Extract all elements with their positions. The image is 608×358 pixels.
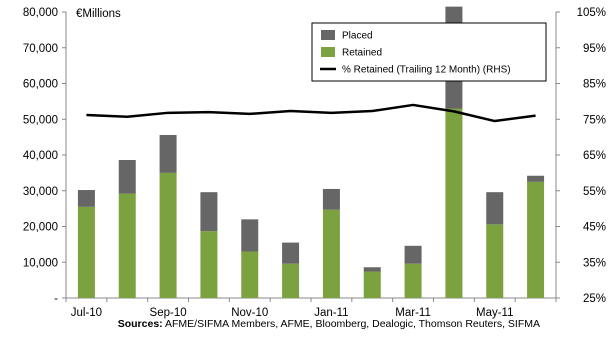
legend-swatch [321, 47, 335, 57]
source-label: Sources: [117, 318, 163, 330]
y-tick-label: 40,000 [23, 150, 58, 162]
source-text: AFME/SIFMA Members, AFME, Bloomberg, Dea… [162, 318, 540, 330]
bars [77, 6, 545, 299]
legend: Placed Retained % Retained (Trailing 12 Mo… [311, 22, 547, 82]
x-tick-label: Nov-10 [231, 307, 268, 319]
y-tick-label: 20,000 [23, 222, 58, 234]
bar-placed [527, 175, 545, 182]
x-tick-label: Sep-10 [150, 307, 187, 319]
bar-placed [241, 219, 259, 252]
y-tick-label: 30,000 [23, 186, 58, 198]
legend-box [311, 22, 547, 82]
x-tick-label: May-11 [476, 307, 514, 319]
legend-entry: % Retained (Trailing 12 Month) (RHS) [342, 65, 511, 76]
bar-placed [77, 190, 95, 207]
x-tick-label: Jul-10 [71, 307, 102, 319]
bar-retained [282, 263, 300, 298]
bar-retained [527, 181, 545, 298]
bar-retained [159, 172, 177, 298]
y2-tick-label: 75% [583, 114, 606, 126]
bar-placed [118, 160, 136, 194]
source-note: Sources: AFME/SIFMA Members, AFME, Bloom… [40, 318, 540, 331]
line-retained-pct [86, 103, 536, 123]
bar-retained [445, 108, 463, 299]
x-tick-label: Mar-11 [395, 307, 431, 319]
bar-placed [486, 192, 504, 225]
bar-placed [159, 134, 177, 173]
bar-retained [322, 209, 340, 298]
bar-retained [118, 193, 136, 298]
y2-tick-label: 55% [583, 186, 606, 198]
y2-tick-label: 35% [583, 257, 606, 269]
bar-placed [322, 188, 340, 210]
tick-labels: - 10,000 20,000 30,000 40,000 50,000 60,000 70,… [23, 7, 606, 319]
legend-entry: Placed [342, 31, 373, 42]
y-tick-label: 80,000 [23, 7, 58, 19]
y-tick-label: - [54, 293, 58, 305]
y2-tick-label: 45% [583, 222, 606, 234]
bar-retained [486, 224, 504, 298]
bar-placed [282, 242, 300, 264]
y2-tick-label: 65% [583, 150, 606, 162]
y2-tick-label: 105% [577, 7, 606, 19]
bar-retained [77, 206, 95, 298]
unit-label: €Millions [76, 8, 121, 20]
bar-placed [200, 192, 218, 232]
legend-entry: Retained [342, 48, 382, 59]
y-tick-label: 50,000 [23, 114, 58, 126]
legend-swatch [321, 30, 335, 40]
y-tick-label: 60,000 [23, 79, 58, 91]
x-tick-label: Jan-11 [314, 307, 348, 319]
bar-retained [363, 271, 381, 298]
bar-placed [404, 245, 422, 264]
bar-retained [200, 231, 218, 298]
y-tick-label: 10,000 [23, 257, 58, 269]
y-tick-label: 70,000 [23, 43, 58, 55]
y2-tick-label: 85% [583, 79, 606, 91]
axes [62, 11, 560, 302]
line-series [86, 103, 536, 123]
bar-placed [363, 267, 381, 272]
bar-retained [404, 263, 422, 298]
y2-tick-label: 25% [583, 293, 606, 305]
bar-retained [241, 251, 259, 298]
y2-tick-label: 95% [583, 43, 606, 55]
